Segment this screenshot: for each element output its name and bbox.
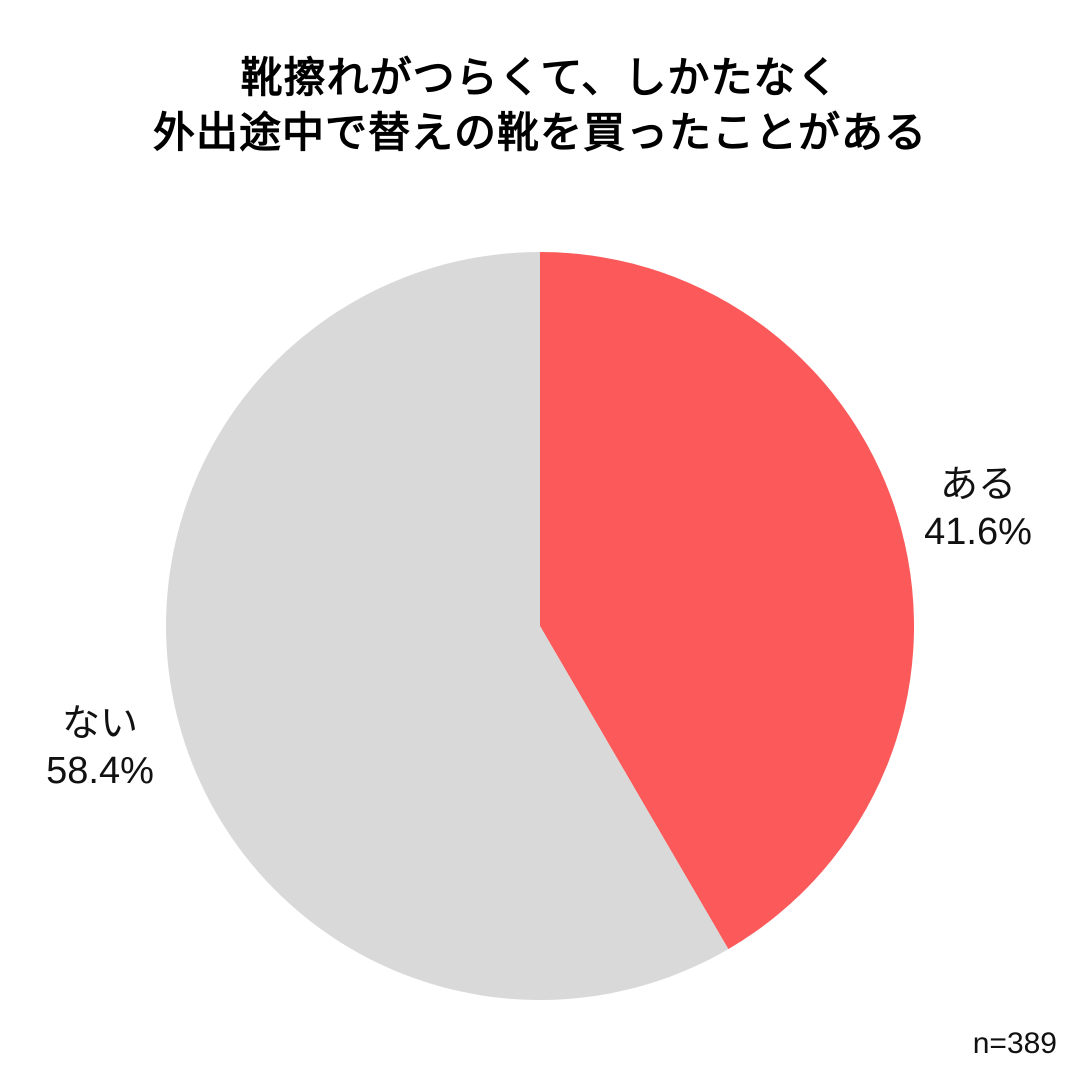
sample-size-note: n=389 — [972, 1027, 1057, 1060]
slice-label-aru-name: ある — [939, 464, 1016, 506]
pie-slice-nai — [166, 252, 729, 1001]
slice-label-aru-percent: 41.6% — [924, 511, 1032, 553]
pie-slice-aru — [540, 252, 915, 950]
slice-label-nai-name: ない — [61, 703, 138, 745]
chart-title-line-2: 外出途中で替えの靴を買ったことがある — [152, 109, 927, 156]
slice-label-nai-percent: 58.4% — [46, 750, 154, 792]
chart-title: 靴擦れがつらくて、しかたなく 外出途中で替えの靴を買ったことがある — [0, 50, 1080, 160]
slice-label-nai: ない 58.4% — [0, 701, 200, 795]
slice-label-aru: ある 41.6% — [878, 462, 1078, 556]
chart-title-line-1: 靴擦れがつらくて、しかたなく — [240, 54, 840, 101]
